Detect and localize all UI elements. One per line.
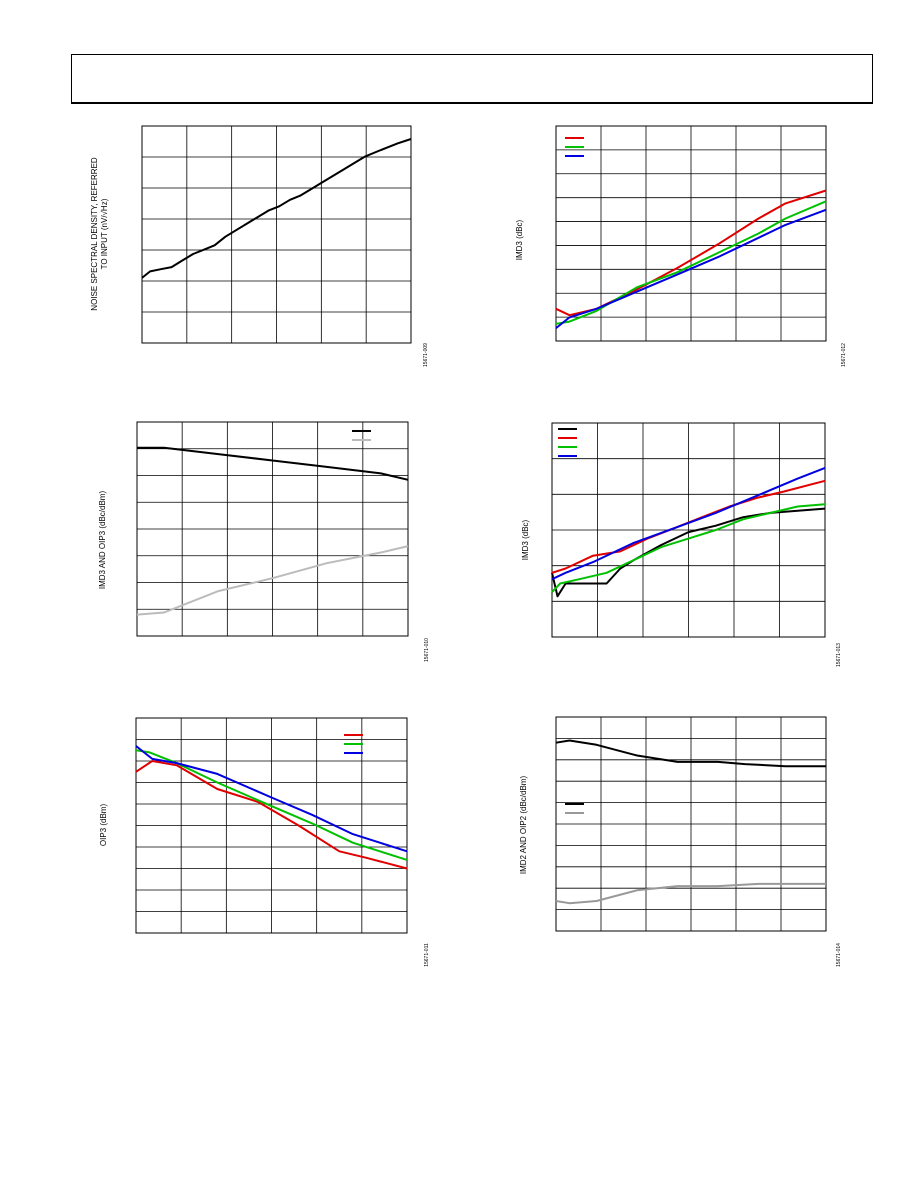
series-line-0	[137, 446, 409, 481]
y-axis-label: NOISE SPECTRAL DENSITY, REFERRED	[90, 157, 99, 311]
figure-id: 15671-013	[836, 643, 842, 667]
y-axis-label: IMD3 AND OIP3 (dBc/dBm)	[98, 491, 107, 590]
figure-id: 15671-010	[424, 638, 430, 662]
series-line-1	[135, 749, 408, 861]
y-axis-label: IMD3 (dBc)	[521, 519, 530, 560]
series-line-2	[551, 503, 826, 593]
figure-id: 15671-012	[841, 343, 847, 367]
page-header	[71, 54, 873, 104]
series-line-0	[135, 760, 408, 870]
y-axis-label: IMD3 (dBc)	[515, 219, 524, 260]
figure-id: 15671-011	[424, 943, 430, 967]
series-line-2	[135, 745, 408, 853]
series-line-1	[555, 882, 826, 905]
series-line-0	[141, 138, 412, 279]
figure-id: 15671-014	[836, 943, 842, 967]
series-line-0	[555, 189, 827, 317]
series-line-2	[555, 208, 827, 329]
series-line-1	[136, 545, 409, 616]
series-line-1	[555, 200, 827, 325]
series-line-3	[551, 466, 826, 581]
y-axis-label: OIP3 (dBm)	[99, 804, 108, 847]
y-axis-label: TO INPUT (nV/√Hz)	[100, 198, 109, 269]
figure-id: 15671-009	[423, 343, 429, 367]
y-axis-label: IMD2 AND OIP2 (dBc/dBm)	[519, 776, 528, 875]
series-line-0	[555, 739, 826, 768]
